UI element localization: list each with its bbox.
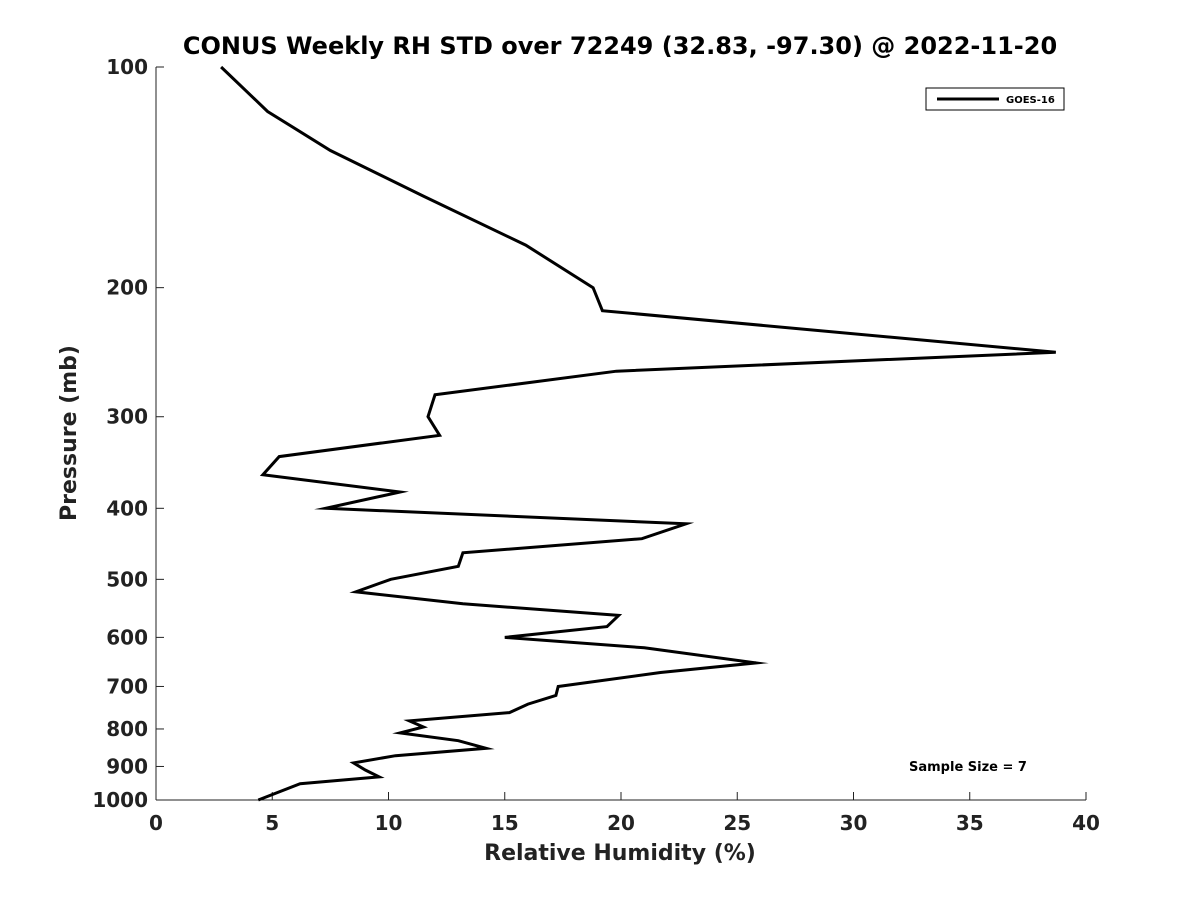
series-line-goes-16 [220, 65, 1056, 802]
x-tick-label: 10 [375, 811, 403, 835]
legend: GOES-16 [925, 87, 1065, 111]
y-tick-label: 200 [106, 276, 148, 300]
x-tick-label: 0 [149, 811, 163, 835]
y-tick-label: 900 [106, 754, 148, 778]
x-tick-label: 15 [491, 811, 519, 835]
x-tick-label: 30 [840, 811, 868, 835]
x-tick-label: 5 [265, 811, 279, 835]
y-tick-label: 400 [106, 496, 148, 520]
y-tick-label: 1000 [92, 788, 148, 812]
x-tick-label: 35 [956, 811, 984, 835]
y-tick-label: 600 [106, 625, 148, 649]
x-axis-label: Relative Humidity (%) [484, 841, 756, 866]
y-axis: 100 200 300 400 500 600 700 800 900 1000 [92, 55, 164, 812]
legend-label-goes-16: GOES-16 [1006, 95, 1055, 106]
y-tick-label: 700 [106, 674, 148, 698]
x-axis: 0 5 10 15 20 25 30 35 40 [149, 792, 1100, 835]
y-tick-label: 800 [106, 717, 148, 741]
y-tick-label: 500 [106, 567, 148, 591]
chart-title: CONUS Weekly RH STD over 72249 (32.83, -… [183, 32, 1057, 60]
plot-area [155, 67, 1086, 801]
y-tick-label: 300 [106, 405, 148, 429]
x-tick-label: 20 [607, 811, 635, 835]
y-axis-label: Pressure (mb) [57, 345, 82, 521]
x-tick-label: 40 [1072, 811, 1100, 835]
x-tick-label: 25 [723, 811, 751, 835]
y-tick-label: 100 [106, 55, 148, 79]
series-group [220, 65, 1056, 802]
sample-size-annotation: Sample Size = 7 [909, 760, 1027, 775]
